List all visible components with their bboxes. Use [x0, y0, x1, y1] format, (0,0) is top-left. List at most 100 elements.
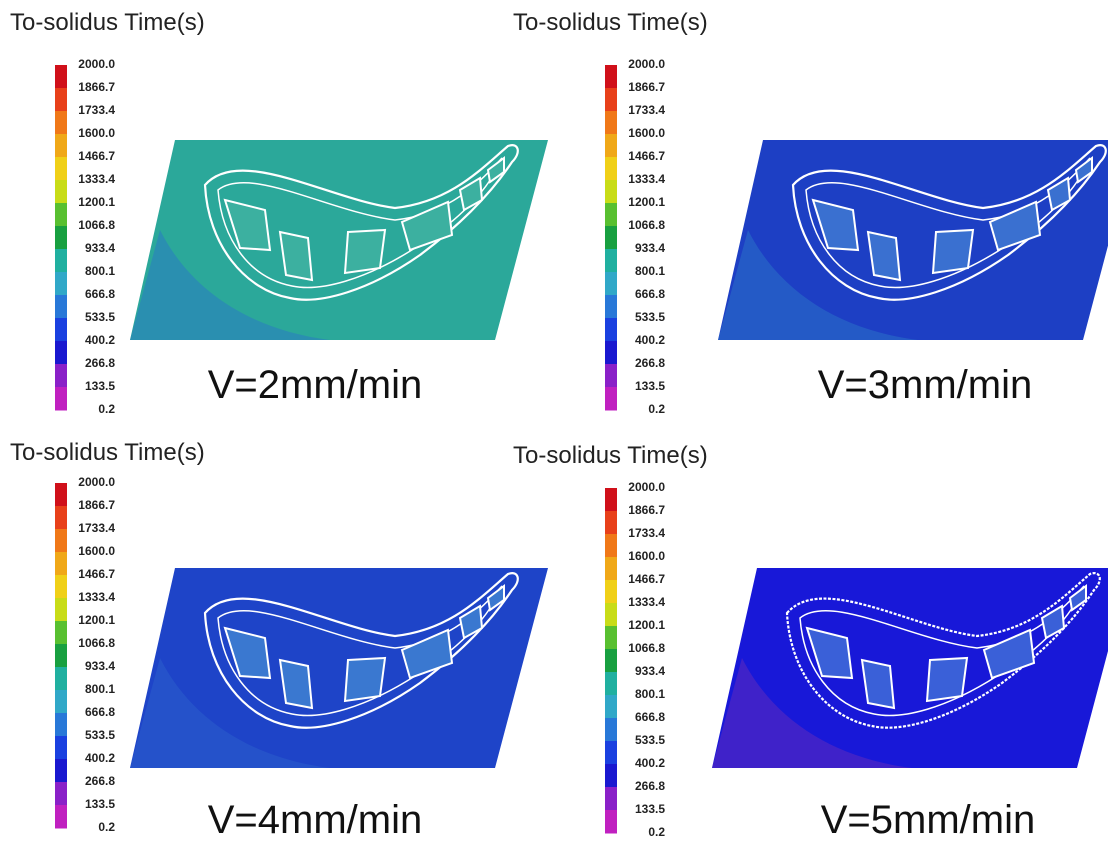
colorbar-band [605, 695, 617, 719]
colorbar-label: 800.1 [635, 264, 665, 278]
colorbar-label: 400.2 [635, 756, 665, 770]
colorbar-label: 1733.4 [78, 521, 115, 535]
colorbar-label: 1333.4 [628, 595, 665, 609]
simulation-result [712, 568, 1108, 768]
colorbar-band [605, 764, 617, 788]
colorbar-band [55, 364, 67, 388]
colorbar-band [605, 157, 617, 181]
colorbar-band [605, 580, 617, 604]
colorbar-band [55, 295, 67, 319]
simulation-result [718, 140, 1108, 340]
colorbar-label: 666.8 [635, 287, 665, 301]
colorbar-band [605, 810, 617, 834]
colorbar-label: 533.5 [635, 733, 665, 747]
panel: To-solidus Time(s)2000.01866.71733.41600… [10, 9, 548, 416]
colorbar-band [55, 111, 67, 135]
colorbar-band [605, 488, 617, 512]
colorbar-label: 1600.0 [628, 126, 665, 140]
colorbar-label: 133.5 [85, 797, 115, 811]
colorbar-band [605, 111, 617, 135]
colorbar-band [605, 272, 617, 296]
colorbar-label: 933.4 [85, 241, 115, 255]
colorbar-label: 266.8 [635, 356, 665, 370]
colorbar-label: 1866.7 [78, 498, 115, 512]
colorbar-label: 0.2 [98, 402, 115, 416]
colorbar-band [605, 672, 617, 696]
colorbar-band [55, 65, 67, 89]
colorbar-band [55, 575, 67, 599]
colorbar-band [55, 506, 67, 530]
colorbar-band [605, 557, 617, 581]
colorbar-band [55, 759, 67, 783]
colorbar-band [55, 598, 67, 622]
colorbar-label: 133.5 [85, 379, 115, 393]
colorbar-label: 2000.0 [628, 480, 665, 494]
blade-cavity [345, 658, 385, 701]
colorbar-label: 1333.4 [78, 590, 115, 604]
colorbar-label: 1333.4 [628, 172, 665, 186]
colorbar-label: 1866.7 [628, 80, 665, 94]
colorbar-band [55, 387, 67, 411]
colorbar-band [55, 713, 67, 737]
colorbar-label: 1200.1 [78, 613, 115, 627]
colorbar-band [55, 134, 67, 158]
colorbar-band [605, 88, 617, 112]
colorbar-band [605, 626, 617, 650]
colorbar-label: 1466.7 [78, 567, 115, 581]
panel-label: V=4mm/min [208, 798, 423, 841]
colorbar-band [605, 534, 617, 558]
colorbar-label: 1200.1 [628, 618, 665, 632]
colorbar-band [55, 157, 67, 181]
colorbar-label: 266.8 [85, 774, 115, 788]
blade-cavity [933, 230, 973, 273]
colorbar-band [605, 318, 617, 342]
colorbar-label: 1333.4 [78, 172, 115, 186]
colorbar-band [605, 65, 617, 89]
colorbar-label: 1200.1 [628, 195, 665, 209]
blade-cavity [868, 232, 900, 280]
colorbar-label: 666.8 [635, 710, 665, 724]
colorbar-band [55, 180, 67, 204]
blade-cavity [927, 658, 967, 701]
colorbar-label: 400.2 [85, 333, 115, 347]
panel-title: To-solidus Time(s) [10, 439, 205, 466]
colorbar-label: 1066.8 [78, 218, 115, 232]
colorbar-band [605, 787, 617, 811]
colorbar-band [605, 203, 617, 227]
colorbar-label: 1733.4 [78, 103, 115, 117]
panel: To-solidus Time(s)2000.01866.71733.41600… [513, 9, 1108, 416]
colorbar-label: 1466.7 [628, 149, 665, 163]
colorbar-label: 1866.7 [628, 503, 665, 517]
colorbar-label: 133.5 [635, 802, 665, 816]
colorbar-label: 1866.7 [78, 80, 115, 94]
colorbar-label: 933.4 [85, 659, 115, 673]
colorbar-band [55, 341, 67, 365]
colorbar-label: 800.1 [85, 682, 115, 696]
colorbar-label: 533.5 [85, 728, 115, 742]
colorbar-band [55, 318, 67, 342]
blade-cavity [280, 232, 312, 280]
colorbar-label: 1066.8 [78, 636, 115, 650]
colorbar-band [605, 249, 617, 273]
colorbar-band [55, 483, 67, 507]
colorbar-band [55, 552, 67, 576]
colorbar-band [55, 88, 67, 112]
colorbar-band [605, 603, 617, 627]
figure: To-solidus Time(s) 2000.0 1866.7 1733.4 1600… [0, 0, 1108, 841]
colorbar-label: 1466.7 [628, 572, 665, 586]
colorbar-band [605, 741, 617, 765]
colorbar-band [605, 226, 617, 250]
colorbar-label: 0.2 [98, 820, 115, 834]
colorbar-label: 533.5 [635, 310, 665, 324]
colorbar-label: 266.8 [635, 779, 665, 793]
colorbar-label: 400.2 [635, 333, 665, 347]
colorbar-band [55, 272, 67, 296]
colorbar-band [605, 341, 617, 365]
colorbar-label: 133.5 [635, 379, 665, 393]
colorbar-label: 1600.0 [628, 549, 665, 563]
colorbar-label: 266.8 [85, 356, 115, 370]
colorbar-band [55, 690, 67, 714]
colorbar-band [55, 203, 67, 227]
colorbar-band [605, 364, 617, 388]
colorbar-band [55, 782, 67, 806]
